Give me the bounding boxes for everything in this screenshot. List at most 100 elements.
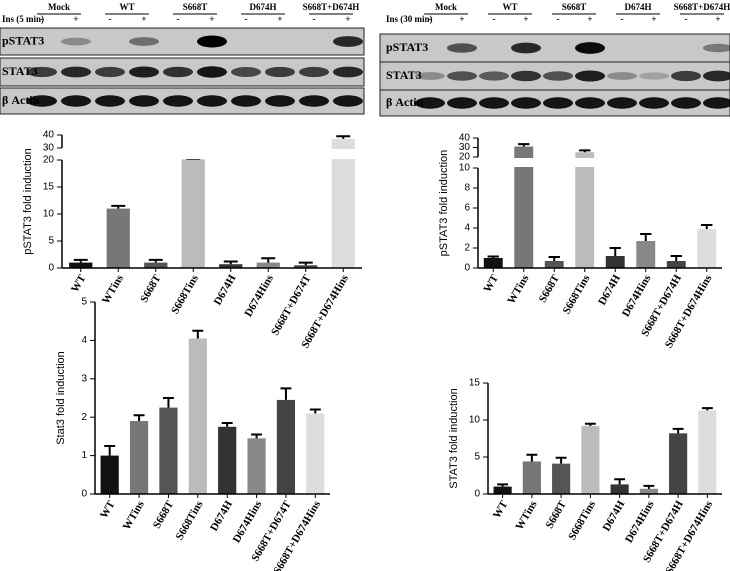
bar <box>636 241 656 268</box>
y-tick-label: 0 <box>48 263 54 274</box>
error-bar <box>701 407 713 411</box>
sign: + <box>73 14 78 24</box>
x-tick-label: WTins <box>513 498 540 532</box>
blot-band <box>415 72 445 80</box>
sign: + <box>345 14 350 24</box>
x-tick-label: S668Tins <box>561 272 593 316</box>
y-tick-label: 2 <box>81 412 87 423</box>
blot-band <box>447 97 477 109</box>
error-bar <box>280 387 292 400</box>
blot-band <box>639 72 669 80</box>
bar <box>247 438 266 494</box>
sign: - <box>685 14 688 24</box>
y-tick-label: 5 <box>81 297 87 308</box>
bar <box>276 399 296 494</box>
bar <box>331 138 355 268</box>
x-tick-label: S668Tins <box>169 272 201 316</box>
error-bar <box>223 260 238 265</box>
error-bar <box>192 329 204 339</box>
y-tick-label: 30 <box>43 143 55 154</box>
y-tick-label: 10 <box>43 209 55 220</box>
sign: - <box>313 14 316 24</box>
y-axis-label: pSTAT3 fold induction <box>22 148 34 255</box>
blot-band <box>95 66 125 78</box>
y-tick-label: 4 <box>81 335 87 346</box>
sign: - <box>177 14 180 24</box>
x-tick-label: S668T <box>151 498 177 531</box>
blot-band <box>575 70 605 82</box>
blot-band <box>639 97 669 109</box>
sign: - <box>245 14 248 24</box>
blot-band <box>163 66 193 78</box>
sign: + <box>209 14 214 24</box>
blot-band <box>95 95 125 107</box>
sign: + <box>141 14 146 24</box>
error-bar <box>111 204 126 209</box>
bar <box>256 262 280 268</box>
error-bar <box>672 427 684 434</box>
error-bar <box>584 422 596 426</box>
blot-band <box>333 36 363 47</box>
group-label: D674H <box>625 2 652 12</box>
group-label: WT <box>119 2 134 12</box>
y-tick-label: 5 <box>474 452 480 463</box>
treatment-label: Ins (5 min) <box>2 14 44 24</box>
y-tick-label: 5 <box>48 236 54 247</box>
sign: - <box>109 14 112 24</box>
error-bar <box>148 258 163 263</box>
blot-band <box>511 42 541 54</box>
group-label: Mock <box>435 2 457 12</box>
blot-band <box>607 97 637 109</box>
blot-band <box>479 97 509 109</box>
row-label: β Actin <box>386 95 424 109</box>
bar <box>698 410 717 494</box>
bar <box>605 256 625 268</box>
sign: - <box>493 14 496 24</box>
bar <box>218 426 237 494</box>
sign: + <box>277 14 282 24</box>
bar <box>552 463 571 494</box>
blot-band <box>61 37 91 46</box>
sign: - <box>41 14 44 24</box>
blot-band <box>61 95 91 107</box>
y-tick-label: 30 <box>459 142 471 153</box>
error-bar <box>221 421 233 427</box>
y-tick-label: 20 <box>459 152 471 163</box>
error-bar <box>609 247 621 256</box>
bar <box>483 258 503 268</box>
blot-band <box>129 66 159 78</box>
x-tick-label: WTins <box>121 498 148 532</box>
x-tick-label: WT <box>481 272 501 294</box>
bar <box>581 425 600 494</box>
blot-band <box>265 66 295 78</box>
axis-break-gap <box>61 149 363 159</box>
x-tick-label: S668T <box>544 498 570 531</box>
y-tick-label: 0 <box>474 489 480 500</box>
error-bar <box>104 445 116 456</box>
bar <box>188 338 207 494</box>
error-bar <box>298 261 313 266</box>
group-label: D674H <box>250 2 277 12</box>
x-tick-label: S668Tins <box>566 498 598 542</box>
blot-band <box>671 70 701 82</box>
sign: + <box>587 14 592 24</box>
blot-band <box>543 71 573 81</box>
bar <box>575 152 595 268</box>
bar <box>144 262 168 268</box>
error-bar <box>251 433 263 439</box>
blot-band <box>575 42 605 54</box>
blot-band <box>129 37 159 46</box>
axis-break-gap <box>477 158 723 167</box>
y-tick-label: 15 <box>43 182 55 193</box>
bar <box>666 261 686 268</box>
row-label: STAT3 <box>2 64 38 78</box>
blot-band <box>543 97 573 109</box>
blot-band <box>703 70 730 82</box>
error-bar <box>640 233 652 241</box>
blot-band <box>671 97 701 109</box>
blot-strip <box>0 27 365 56</box>
x-tick-label: WTins <box>505 272 532 306</box>
bar <box>639 488 658 494</box>
blot-band <box>299 66 329 78</box>
